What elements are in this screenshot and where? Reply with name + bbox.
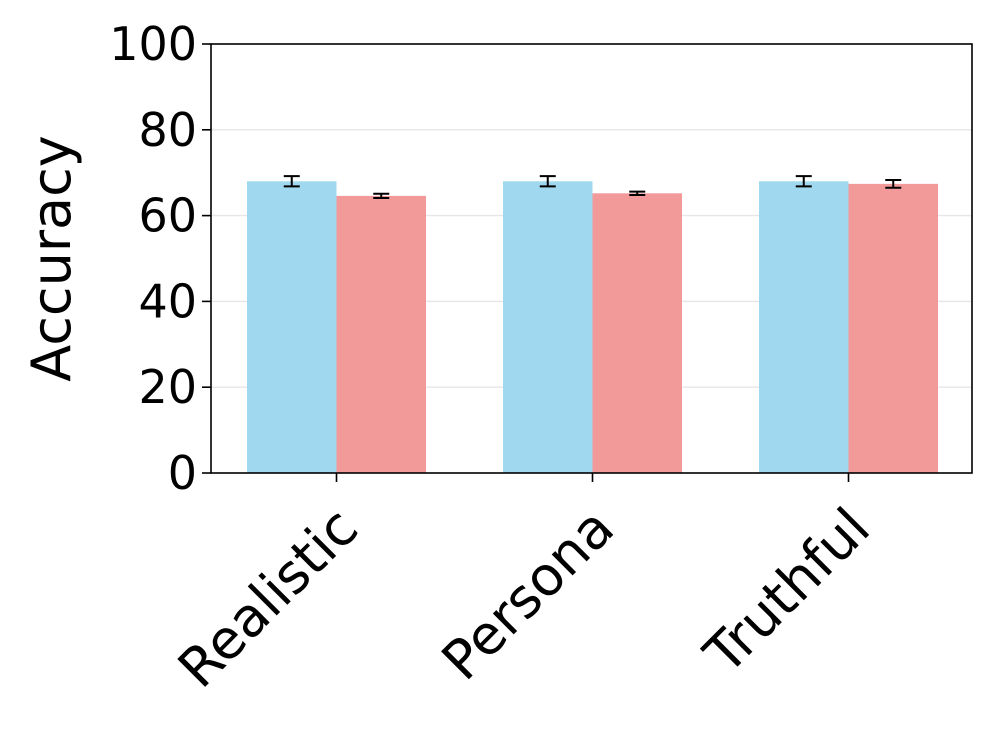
x-tick-label-truthful: Truthful [692, 496, 882, 686]
y-tick-label: 0 [168, 446, 197, 500]
bar-series-2-persona [592, 193, 682, 474]
x-tick-label-persona: Persona [430, 496, 626, 692]
bar-series-1-realistic [247, 181, 337, 473]
bar-series-1-persona [503, 181, 593, 473]
x-tick-label-realistic: Realistic [166, 496, 370, 700]
y-tick-label: 60 [138, 189, 197, 243]
bar-series-2-realistic [336, 195, 426, 473]
y-tick-label: 80 [138, 103, 197, 157]
bars [247, 181, 938, 474]
bar-series-1-truthful [759, 181, 849, 473]
plot-frame [210, 43, 973, 474]
error-bars [283, 175, 902, 200]
y-axis-label: Accuracy [20, 135, 83, 382]
y-axis-ticks: 0 20 40 60 80 100 [109, 17, 211, 500]
y-tick-label: 100 [109, 17, 197, 71]
x-axis-ticks: Realistic Persona Truthful [166, 473, 882, 700]
bar-series-2-truthful [848, 183, 938, 473]
y-tick-label: 40 [138, 274, 197, 328]
y-tick-label: 20 [138, 360, 197, 414]
